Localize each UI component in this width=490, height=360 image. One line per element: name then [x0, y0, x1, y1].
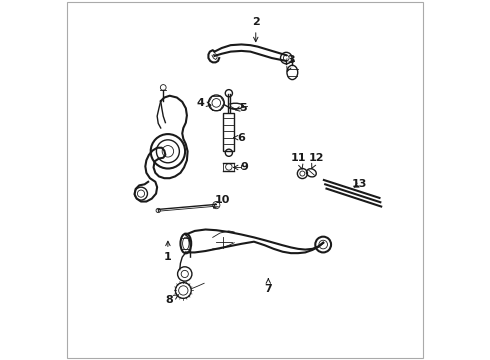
Text: 6: 6 — [234, 133, 245, 143]
Text: 8: 8 — [166, 294, 179, 305]
Text: 3: 3 — [287, 55, 295, 71]
Text: 2: 2 — [252, 17, 260, 42]
Text: 11: 11 — [291, 153, 307, 169]
Text: 10: 10 — [214, 195, 230, 208]
Text: 7: 7 — [265, 279, 272, 294]
Text: 5: 5 — [235, 103, 247, 113]
Text: 1: 1 — [164, 241, 172, 262]
Text: 12: 12 — [309, 153, 324, 168]
Text: 13: 13 — [352, 179, 368, 189]
Text: 4: 4 — [196, 98, 211, 108]
Text: 9: 9 — [234, 162, 248, 172]
